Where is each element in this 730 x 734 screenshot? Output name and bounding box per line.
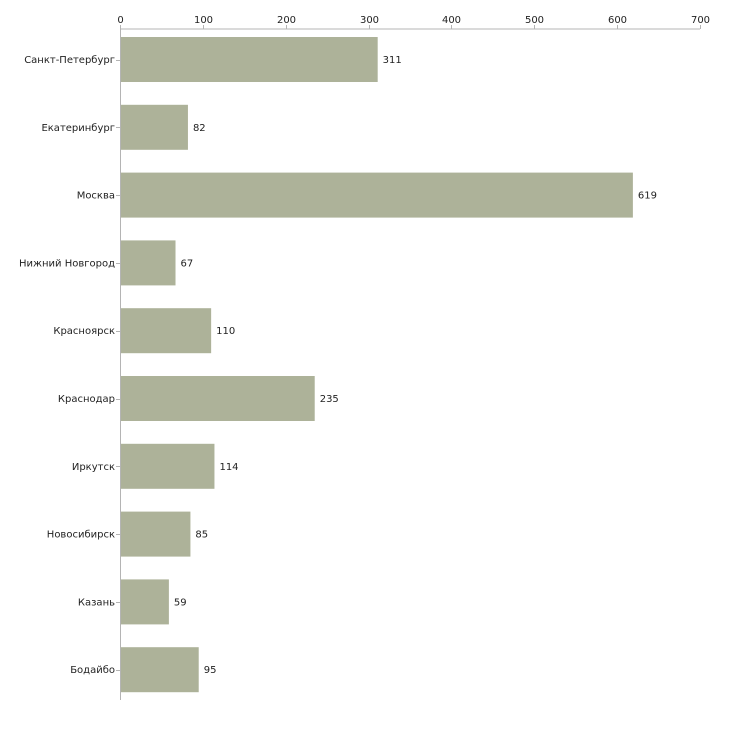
bars	[121, 37, 633, 693]
y-tick-label: Бодайбо	[70, 665, 115, 676]
bar	[121, 579, 169, 625]
bar	[121, 376, 315, 421]
y-tick-label: Санкт-Петербург	[24, 55, 115, 66]
value-labels: 311 82 619 67 110 235 114 85 59 95	[174, 55, 657, 676]
bar	[121, 647, 199, 693]
bar	[121, 37, 378, 82]
x-tick-label: 500	[525, 15, 544, 26]
bar-value-label: 235	[320, 394, 339, 405]
bar-value-label: 110	[216, 326, 235, 337]
y-axis: Санкт-Петербург Екатеринбург Москва Нижний …	[19, 29, 121, 700]
bar-value-label: 311	[383, 55, 402, 66]
x-axis: 0 100 200 300 400 500 600 700	[117, 15, 710, 30]
bar-value-label: 114	[219, 462, 238, 473]
bar-value-label: 619	[638, 191, 657, 202]
bar-value-label: 67	[181, 258, 194, 269]
bar-value-label: 85	[195, 530, 208, 541]
y-tick-label: Москва	[77, 191, 115, 202]
x-tick-label: 0	[117, 15, 123, 26]
bar	[121, 240, 176, 286]
x-tick-label: 400	[442, 15, 461, 26]
y-tick-label: Красноярск	[53, 326, 115, 337]
bar-value-label: 95	[204, 665, 217, 676]
y-tick-label: Нижний Новгород	[19, 258, 115, 269]
x-tick-label: 600	[608, 15, 627, 26]
x-tick-label: 200	[277, 15, 296, 26]
bar	[121, 172, 633, 218]
y-tick-label: Новосибирск	[47, 530, 115, 541]
bar	[121, 443, 215, 489]
bar-value-label: 59	[174, 597, 187, 608]
y-tick-label: Краснодар	[58, 394, 115, 405]
y-tick-label: Иркутск	[72, 462, 115, 473]
x-tick-label: 700	[691, 15, 710, 26]
x-tick-label: 100	[194, 15, 213, 26]
bar	[121, 104, 188, 150]
bar	[121, 308, 212, 354]
y-tick-label: Екатеринбург	[41, 123, 115, 134]
y-tick-label: Казань	[78, 597, 115, 608]
bar-value-label: 82	[193, 123, 206, 134]
x-tick-label: 300	[360, 15, 379, 26]
bar	[121, 511, 191, 557]
